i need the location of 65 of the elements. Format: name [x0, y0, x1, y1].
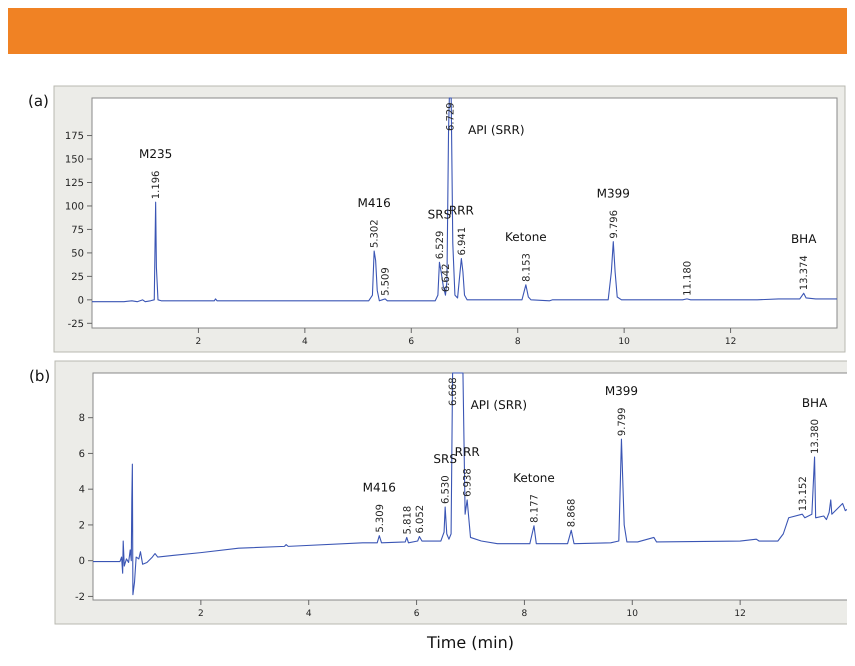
- y-tick-label: 0: [78, 295, 84, 306]
- annotation: API (SRR): [468, 123, 525, 138]
- x-tick-label: 10: [626, 609, 638, 619]
- x-tick-label: 2: [198, 609, 204, 619]
- annotation: Ketone: [513, 470, 555, 485]
- annotation: API (SRR): [470, 398, 528, 412]
- annotation: 8.177: [529, 494, 540, 523]
- annotation: M235: [139, 147, 172, 162]
- y-tick-label: 0: [78, 556, 85, 568]
- y-tick-label: 2: [78, 520, 85, 532]
- annotation: 13.374: [799, 255, 810, 290]
- x-tick-label: 12: [734, 609, 746, 619]
- chart-title: (a): [28, 92, 49, 110]
- annotation: 5.509: [380, 267, 392, 296]
- y-tick-label: 125: [64, 178, 84, 189]
- x-tick-label: 8: [514, 337, 521, 347]
- annotation: 6.938: [462, 468, 474, 497]
- x-tick-label: 12: [724, 337, 736, 347]
- annotation: BHA: [790, 232, 818, 246]
- annotation: 8.153: [521, 253, 532, 282]
- x-tick-label: 10: [618, 337, 630, 347]
- annotation: 11.180: [682, 260, 694, 296]
- y-tick-label: 175: [64, 131, 84, 142]
- y-tick-label: 50: [71, 248, 84, 260]
- y-tick-label: 8: [78, 413, 85, 424]
- annotation: 1.196: [151, 170, 162, 200]
- annotation: 9.796: [608, 210, 620, 239]
- x-tick-label: 6: [414, 609, 420, 619]
- annotation: 6.941: [456, 226, 468, 256]
- annotation: 6.530: [440, 475, 452, 504]
- x-tick-label: 8: [522, 609, 528, 619]
- y-tick-label: 75: [71, 224, 84, 236]
- y-tick-label: 4: [78, 484, 85, 496]
- chart-title: (b): [29, 367, 50, 385]
- annotation: 6.642: [440, 264, 452, 292]
- y-tick-label: 25: [71, 272, 84, 283]
- y-tick-label: 6: [78, 448, 85, 460]
- annotation: 13.152: [798, 476, 809, 512]
- annotation: BHA: [802, 396, 828, 410]
- annotation: 6.668: [448, 377, 460, 406]
- annotation: Ketone: [505, 230, 547, 244]
- y-tick-label: -25: [68, 318, 84, 330]
- annotation: M399: [604, 384, 638, 398]
- y-tick-label: -2: [75, 592, 85, 603]
- x-tick-label: 4: [302, 337, 308, 347]
- annotation: 5.309: [374, 504, 386, 533]
- x-tick-label: 4: [306, 609, 312, 619]
- x-axis-title: Time (min): [426, 633, 514, 652]
- line-series: [92, 372, 847, 596]
- x-tick-label: 6: [408, 337, 414, 347]
- annotation: 6.729: [446, 102, 457, 131]
- annotation: M416: [362, 480, 396, 495]
- annotation: 13.380: [810, 419, 822, 454]
- annotation: 9.799: [616, 407, 628, 436]
- annotation: M416: [358, 196, 391, 210]
- annotation: 5.818: [402, 506, 414, 534]
- annotation: 8.868: [566, 498, 578, 528]
- line-series: [91, 97, 838, 302]
- annotation: M399: [596, 186, 630, 201]
- y-tick-label: 100: [64, 201, 84, 212]
- annotation: 5.302: [370, 219, 381, 248]
- y-tick-label: 150: [64, 154, 84, 166]
- annotation: 6.052: [414, 504, 426, 534]
- x-tick-label: 2: [196, 337, 202, 347]
- annotation: 6.529: [434, 230, 446, 260]
